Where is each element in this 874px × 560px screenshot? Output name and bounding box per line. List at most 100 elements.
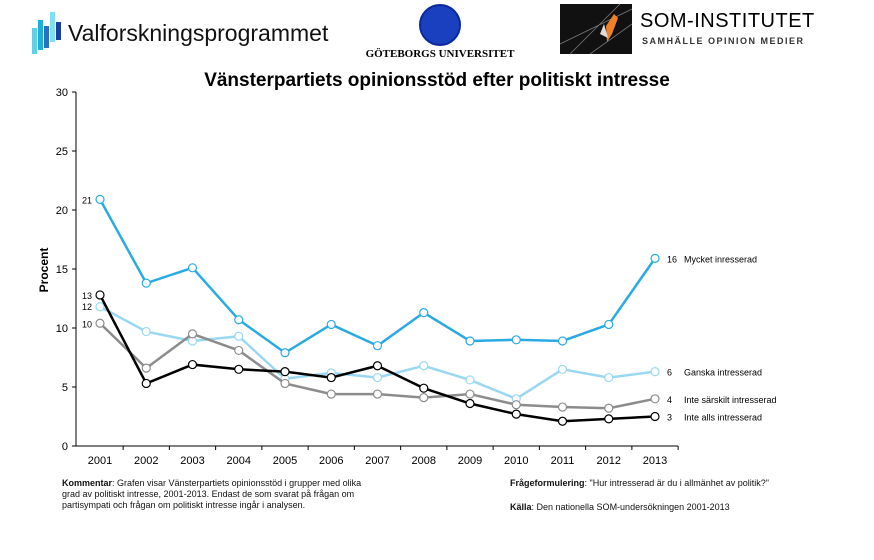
start-label: 21	[82, 195, 92, 205]
chart-title: Vänsterpartiets opinionsstöd efter polit…	[204, 70, 670, 91]
x-tick-label: 2004	[227, 455, 251, 467]
data-point	[141, 326, 151, 337]
logo-text: Valforskningsprogrammet	[68, 20, 329, 46]
data-point	[557, 336, 568, 346]
legend-label: Inte särskilt intresserad	[684, 395, 777, 405]
y-tick-label: 30	[56, 87, 68, 99]
logo-title: SOM-INSTITUTET	[640, 10, 815, 32]
data-point	[650, 411, 660, 422]
x-tick-label: 2007	[365, 455, 389, 467]
gu-logo: GÖTEBORGS UNIVERSITET	[355, 4, 525, 60]
data-point	[465, 389, 475, 399]
data-point	[280, 367, 290, 377]
data-point	[234, 345, 244, 356]
data-point	[187, 359, 198, 370]
data-point	[465, 336, 475, 346]
logo-subtitle: SAMHÄLLE OPINION MEDIER	[642, 36, 805, 46]
data-point	[372, 372, 383, 383]
legend-label: Inte alls intresserad	[684, 413, 762, 423]
x-tick-label: 2005	[273, 455, 297, 467]
question-text: : "Hur intresserad är du i allmänhet av …	[584, 478, 769, 488]
x-tick-label: 2002	[134, 455, 158, 467]
legend-label: Ganska intresserad	[684, 368, 762, 378]
seal-icon	[419, 4, 461, 46]
data-point	[419, 393, 429, 403]
data-point	[95, 318, 105, 328]
data-point	[234, 364, 244, 374]
data-point	[511, 409, 521, 419]
x-tick-label: 2003	[180, 455, 204, 467]
end-label: 3	[667, 413, 672, 423]
data-point	[511, 400, 521, 410]
data-point	[141, 363, 151, 373]
data-point	[280, 348, 290, 358]
end-label: 4	[667, 395, 672, 405]
data-point	[95, 302, 105, 312]
x-tick-label: 2008	[412, 455, 436, 467]
start-label: 12	[82, 302, 92, 312]
data-point	[326, 372, 336, 383]
y-tick-label: 15	[56, 264, 68, 276]
data-point	[650, 253, 660, 263]
legend-label: Mycket inresserad	[684, 254, 757, 264]
series-line	[98, 294, 656, 423]
question-label: Frågeformulering	[510, 478, 585, 488]
end-label: 6	[667, 368, 672, 378]
comment-label: Kommentar	[62, 478, 113, 488]
source-label: Källa	[510, 502, 532, 512]
map-icon	[560, 4, 632, 54]
y-tick-label: 20	[56, 205, 68, 217]
series-line	[99, 305, 656, 401]
data-point	[187, 263, 198, 273]
data-point	[419, 361, 429, 371]
data-point	[604, 372, 614, 383]
source: Källa: Den nationella SOM-undersökningen…	[510, 502, 850, 513]
data-point	[141, 278, 151, 288]
data-point	[372, 341, 383, 351]
data-point	[326, 319, 336, 330]
y-tick-label: 5	[62, 382, 68, 394]
x-tick-label: 2006	[319, 455, 343, 467]
data-point	[95, 194, 105, 204]
comment: Kommentar: Grafen visar Vänsterpartiets …	[62, 478, 372, 511]
som-logo: SOM-INSTITUTET SAMHÄLLE OPINION MEDIER	[560, 4, 850, 54]
valforskningsprogrammet-logo: Valforskningsprogrammet	[30, 10, 350, 54]
data-point	[557, 402, 568, 412]
data-point	[419, 308, 429, 318]
data-point	[604, 414, 614, 424]
series-line	[98, 198, 657, 355]
y-tick-label: 10	[56, 323, 68, 335]
x-tick-label: 2001	[88, 455, 112, 467]
y-tick-label: 25	[56, 146, 68, 158]
data-point	[234, 315, 244, 325]
data-point	[326, 389, 336, 399]
source-text: : Den nationella SOM-undersökningen 2001…	[531, 502, 730, 512]
data-point	[557, 416, 568, 426]
x-tick-label: 2009	[458, 455, 482, 467]
data-point	[465, 375, 475, 385]
data-point	[557, 364, 568, 374]
start-label: 10	[82, 319, 92, 329]
data-point	[141, 378, 151, 389]
series-3: 13 3 Inte alls intresserad	[82, 290, 762, 426]
comment-text: : Grafen visar Vänsterpartiets opinionss…	[62, 478, 362, 510]
y-tick-label: 0	[62, 441, 68, 453]
bars-logo-icon	[32, 12, 61, 54]
x-tick-label: 2011	[551, 455, 575, 467]
data-point	[187, 329, 198, 339]
x-tick-label: 2013	[643, 455, 667, 467]
question: Frågeformulering: "Hur intresserad är du…	[510, 478, 850, 489]
logo-text: GÖTEBORGS UNIVERSITET	[365, 48, 515, 60]
x-tick-label: 2012	[597, 455, 621, 467]
data-point	[280, 378, 290, 389]
data-point	[465, 398, 475, 409]
series-0: 21 16 Mycket inresserad	[82, 194, 757, 358]
data-point	[604, 319, 614, 330]
end-label: 16	[667, 254, 677, 264]
data-point	[372, 361, 383, 371]
data-point	[419, 383, 429, 393]
x-tick-label: 2010	[504, 455, 528, 467]
data-point	[650, 367, 660, 377]
y-axis-label: Procent	[37, 248, 51, 293]
